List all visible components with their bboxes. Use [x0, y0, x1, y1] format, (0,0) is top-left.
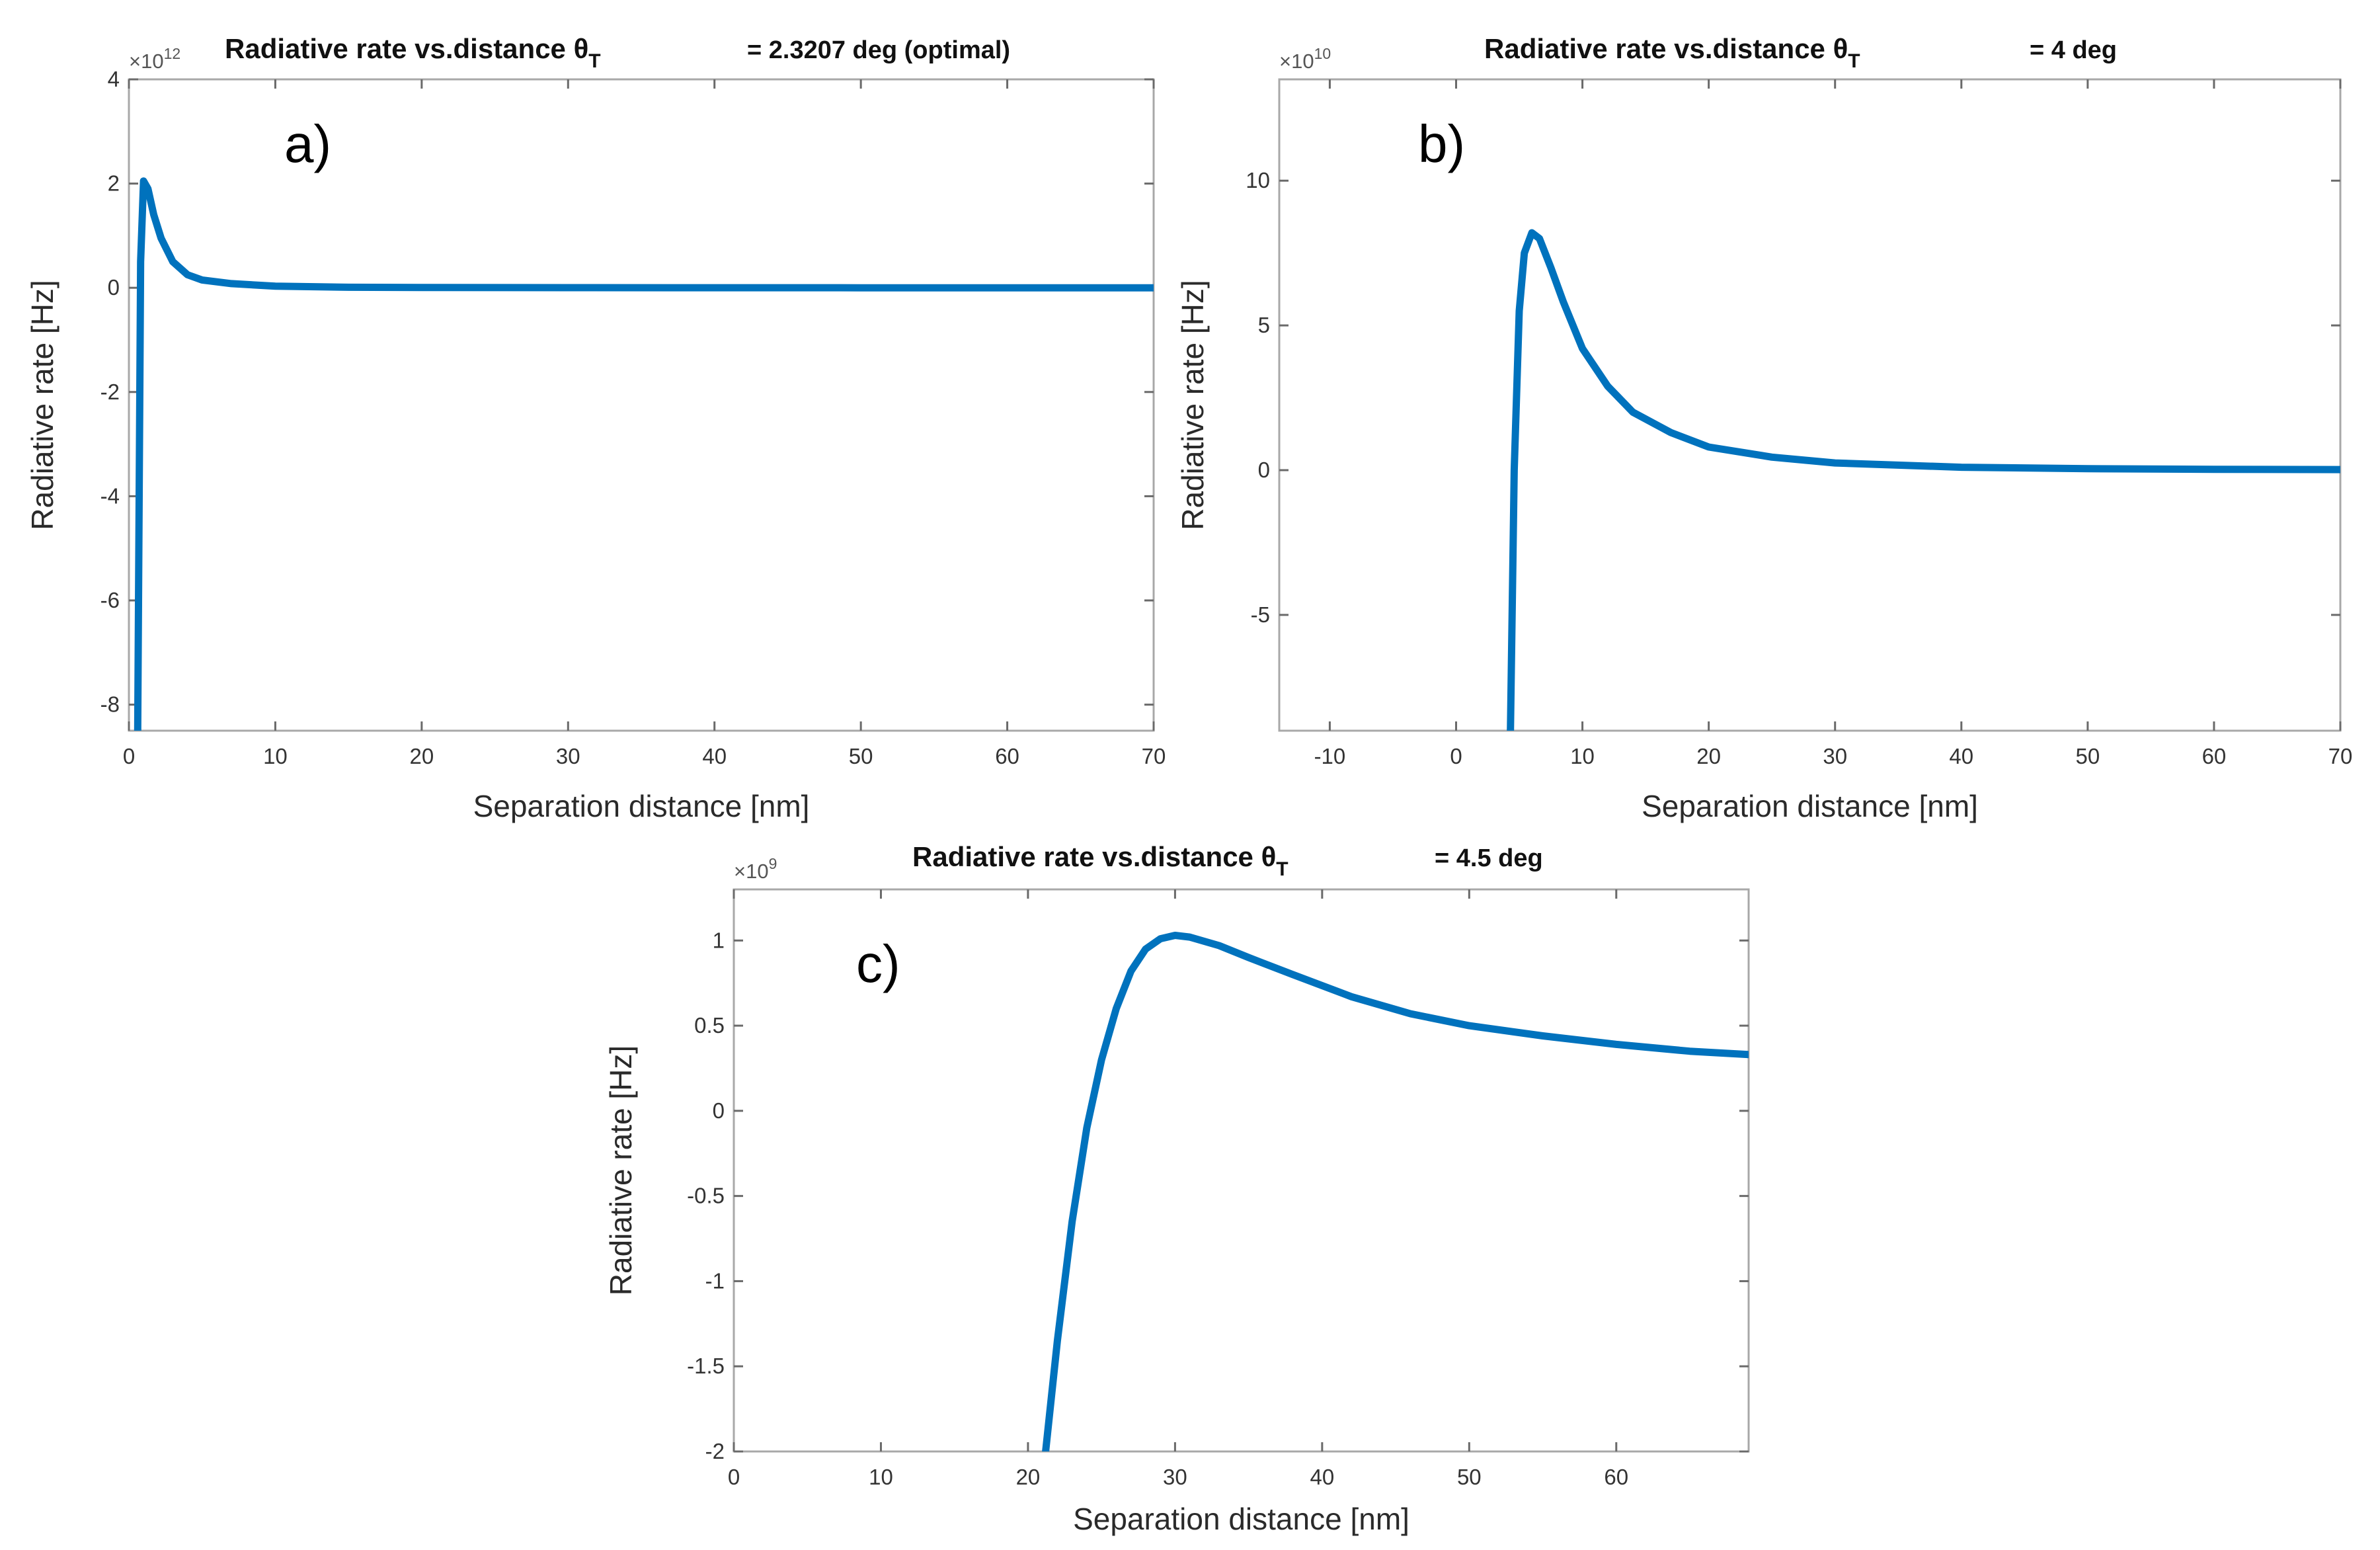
- x-tick-label: 0: [728, 1465, 740, 1489]
- x-tick-label: 20: [1016, 1465, 1041, 1489]
- y-axis-label: Radiative rate [Hz]: [25, 280, 60, 530]
- y-tick-label: 5: [1258, 313, 1270, 337]
- y-tick-label: 0: [108, 275, 120, 300]
- x-tick-label: 0: [123, 744, 135, 768]
- y-tick-label: 0: [1258, 458, 1270, 482]
- y-exponent-label: ×1010: [1279, 45, 1331, 73]
- x-tick-label: 10: [1570, 744, 1595, 768]
- chart-title-main: Radiative rate vs.distance θ: [225, 33, 588, 64]
- panel-letter: c): [856, 934, 900, 993]
- y-tick-label: -1.5: [687, 1354, 725, 1378]
- y-tick-label: 2: [108, 171, 120, 196]
- x-tick-label: 40: [702, 744, 727, 768]
- chart-title: Radiative rate vs.distance θT: [912, 841, 1289, 880]
- x-tick-label: 20: [1696, 744, 1721, 768]
- plot-area-frame: [1278, 78, 2342, 732]
- y-exponent-label: ×1012: [129, 45, 180, 73]
- x-axis-label: Separation distance [nm]: [1073, 1502, 1409, 1536]
- panel-letter: a): [284, 114, 331, 173]
- y-tick-label: 1: [713, 928, 725, 952]
- x-tick-label: 10: [263, 744, 288, 768]
- chart-title-value: = 4 deg: [2030, 36, 2117, 64]
- series-line-1: [1042, 932, 1749, 1451]
- chart-title-subscript: T: [1276, 858, 1288, 880]
- y-tick-label: 0: [713, 1098, 725, 1123]
- x-tick-label: 0: [1450, 744, 1462, 768]
- y-exponent-base: ×10: [1279, 50, 1314, 73]
- y-exponent-base: ×10: [734, 860, 769, 883]
- y-tick-label: -2: [705, 1439, 725, 1463]
- chart-title-value: = 4.5 deg: [1435, 844, 1543, 872]
- x-tick-label: 30: [1823, 744, 1847, 768]
- y-tick-label: -2: [100, 380, 120, 404]
- x-tick-label: 70: [2328, 744, 2353, 768]
- chart-title: Radiative rate vs.distance θT: [1484, 33, 1860, 72]
- x-tick-label: 50: [849, 744, 873, 768]
- y-exponent-label: ×109: [734, 855, 777, 883]
- chart-panel-1: 0 10 20 30 40 50 60 70 -8 -6 -4 -2 0 2 4 ×1012 Radiative…: [25, 33, 1166, 823]
- series-line-1: [134, 177, 1154, 731]
- x-tick-label: 30: [556, 744, 580, 768]
- plot-area-frame: [128, 78, 1155, 732]
- x-tick-label: 50: [2075, 744, 2100, 768]
- y-tick-label: -5: [1251, 602, 1270, 627]
- y-tick-label: -1: [705, 1268, 725, 1293]
- plot-area-frame: [733, 888, 1750, 1453]
- y-tick-label: 0.5: [694, 1013, 725, 1038]
- y-exponent-base: ×10: [129, 50, 164, 73]
- x-tick-label: 60: [2202, 744, 2227, 768]
- y-exponent-power: 10: [1314, 45, 1331, 62]
- x-tick-label: 40: [1949, 744, 1973, 768]
- x-tick-label: 40: [1310, 1465, 1334, 1489]
- y-exponent-power: 12: [164, 45, 181, 62]
- x-tick-label: 10: [869, 1465, 893, 1489]
- x-tick-label: 50: [1457, 1465, 1482, 1489]
- chart-title-main: Radiative rate vs.distance θ: [912, 841, 1276, 872]
- chart-title-value: = 2.3207 deg (optimal): [747, 36, 1010, 64]
- y-tick-label: -8: [100, 692, 120, 717]
- y-tick-label: 10: [1246, 168, 1270, 192]
- x-tick-label: 60: [1604, 1465, 1628, 1489]
- panel-letter: b): [1418, 114, 1465, 173]
- x-axis-label: Separation distance [nm]: [473, 789, 810, 823]
- x-axis-label: Separation distance [nm]: [1642, 789, 1978, 823]
- x-tick-label: 60: [995, 744, 1019, 768]
- chart-panel-3: 0 10 20 30 40 50 60 -2 -1.5 -1 -0.5 0 0.5 1 ×109 Radiat…: [604, 841, 1750, 1536]
- y-tick-label: -6: [100, 588, 120, 612]
- y-tick-label: -4: [100, 483, 120, 508]
- series-line-1: [1507, 229, 2340, 731]
- y-tick-label: 4: [108, 67, 120, 91]
- x-tick-label: 20: [409, 744, 434, 768]
- y-tick-label: -0.5: [687, 1184, 725, 1208]
- y-axis-label: Radiative rate [Hz]: [604, 1045, 638, 1295]
- x-tick-label: -10: [1314, 744, 1346, 768]
- chart-title-subscript: T: [1848, 50, 1860, 72]
- y-exponent-power: 9: [769, 855, 777, 872]
- chart-title-main: Radiative rate vs.distance θ: [1484, 33, 1848, 64]
- x-tick-label: 70: [1142, 744, 1166, 768]
- chart-title: Radiative rate vs.distance θT: [225, 33, 601, 72]
- x-tick-label: 30: [1163, 1465, 1187, 1489]
- chart-title-subscript: T: [588, 50, 600, 72]
- y-axis-label: Radiative rate [Hz]: [1175, 280, 1210, 530]
